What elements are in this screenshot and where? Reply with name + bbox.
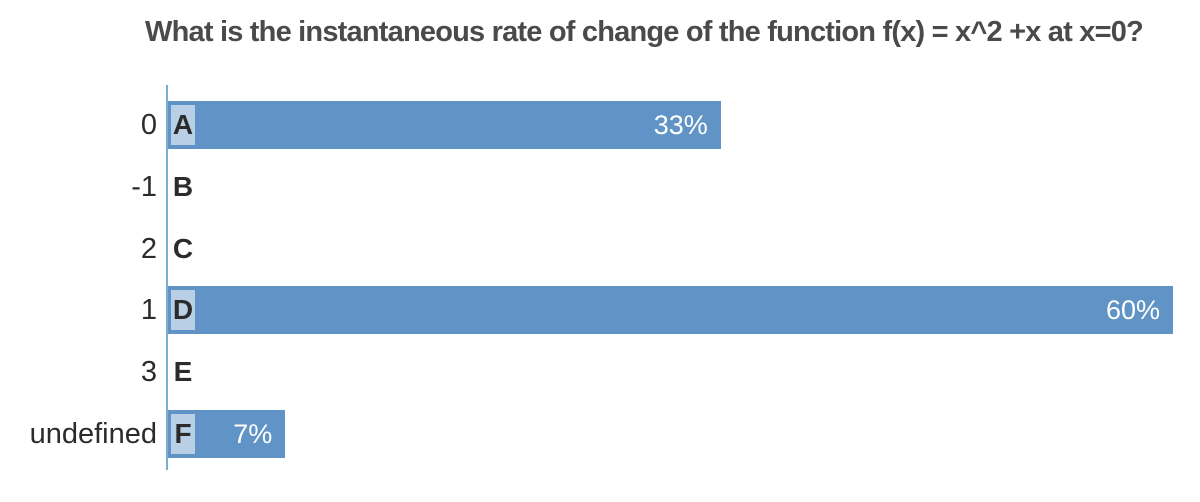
bar: 60%: [168, 286, 1173, 334]
axis-line: [166, 85, 168, 470]
option-letter: A: [171, 105, 195, 145]
answer-row: 2 C: [0, 225, 1200, 273]
option-letter: F: [171, 414, 195, 454]
answer-row: 1 60% D: [0, 286, 1200, 334]
question-title: What is the instantaneous rate of change…: [145, 16, 1144, 48]
category-label: 3: [140, 356, 157, 388]
category-label: 0: [140, 109, 157, 141]
bar: 33%: [168, 101, 721, 149]
option-letter: E: [173, 356, 193, 387]
category-label: 2: [140, 233, 157, 265]
percent-label: 60%: [1105, 295, 1160, 325]
answer-row: -1 B: [0, 163, 1200, 211]
category-label: -1: [131, 171, 157, 203]
option-letter: D: [171, 290, 195, 330]
percent-label: 33%: [653, 110, 708, 140]
answer-row: 0 33% A: [0, 101, 1200, 149]
answer-row: undefined 7% F: [0, 410, 1200, 458]
answer-row: 3 E: [0, 348, 1200, 396]
option-letter: C: [172, 233, 194, 264]
percent-label: 7%: [233, 419, 273, 449]
category-label: 1: [140, 294, 157, 326]
category-label: undefined: [29, 418, 157, 450]
option-letter: B: [172, 171, 194, 202]
